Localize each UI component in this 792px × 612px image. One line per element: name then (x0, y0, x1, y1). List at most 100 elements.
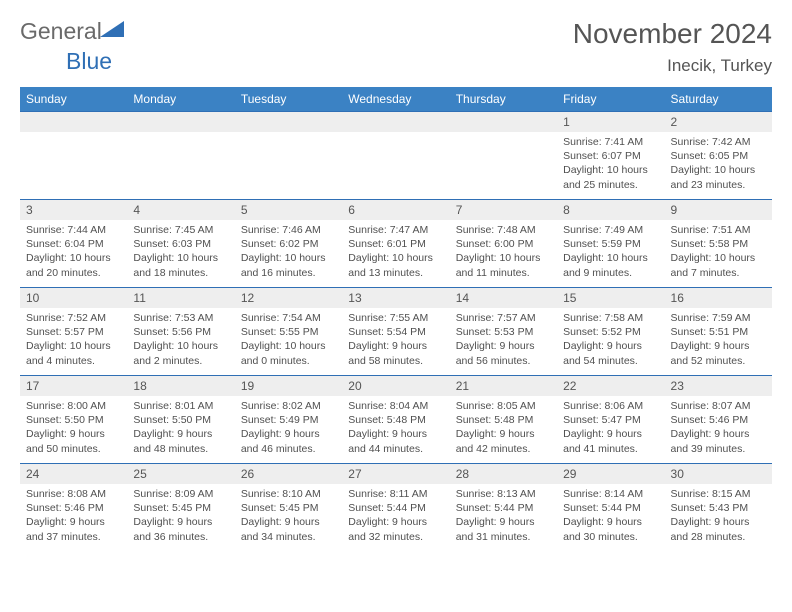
sunrise-line: Sunrise: 8:06 AM (563, 400, 643, 412)
day-info: Sunrise: 7:49 AMSunset: 5:59 PMDaylight:… (557, 220, 664, 284)
sunrise-line: Sunrise: 8:05 AM (456, 400, 536, 412)
day-number: 13 (342, 288, 449, 308)
daylight-line: Daylight: 10 hours and 20 minutes. (26, 252, 111, 278)
day-number (235, 112, 342, 132)
calendar-week-row: 17Sunrise: 8:00 AMSunset: 5:50 PMDayligh… (20, 376, 772, 464)
day-info: Sunrise: 8:07 AMSunset: 5:46 PMDaylight:… (665, 396, 772, 460)
sunset-line: Sunset: 5:48 PM (348, 414, 426, 426)
daylight-line: Daylight: 10 hours and 4 minutes. (26, 340, 111, 366)
day-info: Sunrise: 8:11 AMSunset: 5:44 PMDaylight:… (342, 484, 449, 548)
daylight-line: Daylight: 10 hours and 0 minutes. (241, 340, 326, 366)
sunset-line: Sunset: 5:48 PM (456, 414, 534, 426)
day-info: Sunrise: 8:13 AM Sunset: 5:44 PM Daylight:… (450, 484, 557, 548)
daylight-line: Daylight: 9 hours and 58 minutes. (348, 340, 427, 366)
sunrise-line: Sunrise: 8:15 AM (671, 488, 751, 500)
calendar-day-cell: 18Sunrise: 8:01 AMSunset: 5:50 PMDayligh… (127, 376, 234, 464)
sunrise-line: Sunrise: 7:44 AM (26, 224, 106, 236)
sunrise-line: Sunrise: 7:58 AM (563, 312, 643, 324)
weekday-header: Friday (557, 87, 664, 112)
day-number: 27 (342, 464, 449, 484)
calendar-day-cell: 8Sunrise: 7:49 AMSunset: 5:59 PMDaylight… (557, 200, 664, 288)
calendar-day-cell: 16Sunrise: 7:59 AMSunset: 5:51 PMDayligh… (665, 288, 772, 376)
logo-word2-wrap: Blue (66, 48, 126, 75)
daylight-line: Daylight: 9 hours and 31 minutes. (456, 516, 535, 542)
sunrise-line: Sunrise: 7:41 AM (563, 136, 643, 148)
logo-word2: Blue (66, 48, 112, 74)
calendar-table: SundayMondayTuesdayWednesdayThursdayFrid… (20, 87, 772, 552)
day-number: 12 (235, 288, 342, 308)
daylight-line: Daylight: 10 hours and 7 minutes. (671, 252, 756, 278)
day-number: 9 (665, 200, 772, 220)
day-number: 2 (665, 112, 772, 132)
calendar-day-cell: 26Sunrise: 8:10 AMSunset: 5:45 PMDayligh… (235, 464, 342, 552)
daylight-line: Daylight: 10 hours and 16 minutes. (241, 252, 326, 278)
day-number (342, 112, 449, 132)
daylight-line: Daylight: 9 hours and 41 minutes. (563, 428, 642, 454)
sunrise-line: Sunrise: 8:13 AM (456, 488, 536, 500)
daylight-line: Daylight: 9 hours and 52 minutes. (671, 340, 750, 366)
sunset-line: Sunset: 6:05 PM (671, 150, 749, 162)
sunset-line: Sunset: 5:46 PM (671, 414, 749, 426)
day-info: Sunrise: 8:08 AMSunset: 5:46 PMDaylight:… (20, 484, 127, 548)
sunrise-line: Sunrise: 7:59 AM (671, 312, 751, 324)
sunset-line: Sunset: 5:56 PM (133, 326, 211, 338)
calendar-day-cell: 28Sunrise: 8:13 AMSunset: 5:44 PMDayligh… (450, 464, 557, 552)
calendar-day-cell: 27Sunrise: 8:11 AMSunset: 5:44 PMDayligh… (342, 464, 449, 552)
day-info: Sunrise: 7:48 AMSunset: 6:00 PMDaylight:… (450, 220, 557, 284)
sunrise-line: Sunrise: 7:52 AM (26, 312, 106, 324)
sunrise-line: Sunrise: 7:48 AM (456, 224, 536, 236)
day-info: Sunrise: 8:10 AMSunset: 5:45 PMDaylight:… (235, 484, 342, 548)
day-number: 15 (557, 288, 664, 308)
sunset-line: Sunset: 5:59 PM (563, 238, 641, 250)
day-info: Sunrise: 8:14 AMSunset: 5:44 PMDaylight:… (557, 484, 664, 548)
calendar-day-cell: 11Sunrise: 7:53 AMSunset: 5:56 PMDayligh… (127, 288, 234, 376)
sunrise-line: Sunrise: 7:49 AM (563, 224, 643, 236)
sunset-line: Sunset: 5:52 PM (563, 326, 641, 338)
daylight-line: Daylight: 9 hours and 39 minutes. (671, 428, 750, 454)
logo-word1: General (20, 18, 102, 45)
day-info: Sunrise: 8:02 AMSunset: 5:49 PMDaylight:… (235, 396, 342, 460)
daylight-line: Daylight: 9 hours and 34 minutes. (241, 516, 320, 542)
calendar-day-cell: 3 Sunrise: 7:44 AM Sunset: 6:04 PM Daylight… (20, 200, 127, 288)
calendar-day-cell (127, 112, 234, 200)
day-number: 3 (20, 200, 127, 220)
sunset-line: Sunset: 5:44 PM (456, 502, 534, 514)
sunrise-line: Sunrise: 7:42 AM (671, 136, 751, 148)
sunrise-line: Sunrise: 7:54 AM (241, 312, 321, 324)
logo-triangle-icon (100, 19, 126, 39)
calendar-day-cell (342, 112, 449, 200)
day-info: Sunrise: 7:59 AMSunset: 5:51 PMDaylight:… (665, 308, 772, 372)
day-info: Sunrise: 7:46 AMSunset: 6:02 PMDaylight:… (235, 220, 342, 284)
sunset-line: Sunset: 5:43 PM (671, 502, 749, 514)
sunrise-line: Sunrise: 7:46 AM (241, 224, 321, 236)
day-info: Sunrise: 7:47 AMSunset: 6:01 PMDaylight:… (342, 220, 449, 284)
calendar-day-cell: 9Sunrise: 7:51 AMSunset: 5:58 PMDaylight… (665, 200, 772, 288)
sunset-line: Sunset: 5:54 PM (348, 326, 426, 338)
calendar-day-cell: 29Sunrise: 8:14 AMSunset: 5:44 PMDayligh… (557, 464, 664, 552)
sunrise-line: Sunrise: 8:08 AM (26, 488, 106, 500)
day-info: Sunrise: 8:06 AMSunset: 5:47 PMDaylight:… (557, 396, 664, 460)
sunset-line: Sunset: 6:04 PM (26, 238, 104, 250)
calendar-day-cell: 14Sunrise: 7:57 AMSunset: 5:53 PMDayligh… (450, 288, 557, 376)
day-info: Sunrise: 8:01 AMSunset: 5:50 PMDaylight:… (127, 396, 234, 460)
sunrise-line: Sunrise: 8:04 AM (348, 400, 428, 412)
calendar-day-cell: 6Sunrise: 7:47 AMSunset: 6:01 PMDaylight… (342, 200, 449, 288)
calendar-day-cell: 13Sunrise: 7:55 AMSunset: 5:54 PMDayligh… (342, 288, 449, 376)
sunset-line: Sunset: 6:00 PM (456, 238, 534, 250)
daylight-line: Daylight: 9 hours and 56 minutes. (456, 340, 535, 366)
weekday-header: Tuesday (235, 87, 342, 112)
calendar-day-cell: 4Sunrise: 7:45 AMSunset: 6:03 PMDaylight… (127, 200, 234, 288)
day-info: Sunrise: 7:53 AMSunset: 5:56 PMDaylight:… (127, 308, 234, 372)
day-number: 22 (557, 376, 664, 396)
daylight-line: Daylight: 9 hours and 36 minutes. (133, 516, 212, 542)
day-info: Sunrise: 7:54 AMSunset: 5:55 PMDaylight:… (235, 308, 342, 372)
calendar-week-row: 1Sunrise: 7:41 AMSunset: 6:07 PMDaylight… (20, 112, 772, 200)
day-number: 25 (127, 464, 234, 484)
day-number (450, 112, 557, 132)
calendar-day-cell: 23Sunrise: 8:07 AMSunset: 5:46 PMDayligh… (665, 376, 772, 464)
daylight-line: Daylight: 9 hours and 54 minutes. (563, 340, 642, 366)
calendar-body: 1Sunrise: 7:41 AMSunset: 6:07 PMDaylight… (20, 112, 772, 552)
sunrise-line: Sunrise: 7:53 AM (133, 312, 213, 324)
day-number: 19 (235, 376, 342, 396)
daylight-line: Daylight: 9 hours and 28 minutes. (671, 516, 750, 542)
